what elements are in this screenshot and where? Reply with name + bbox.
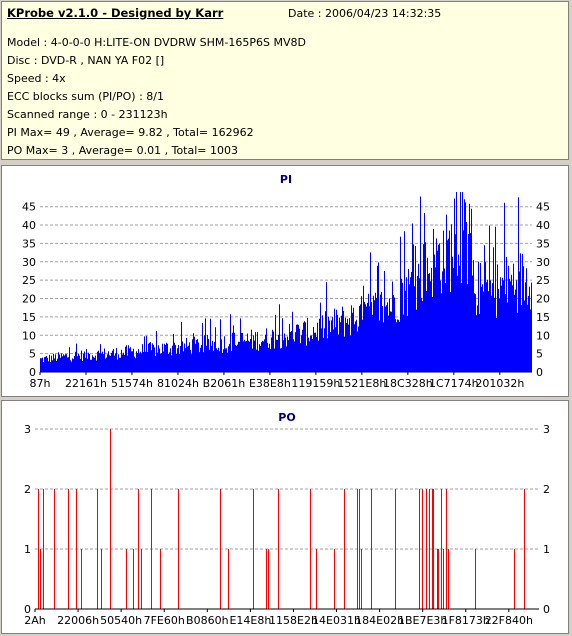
y-tick-left: 0 — [24, 603, 31, 616]
x-tick-label: 87h — [30, 377, 51, 390]
y-tick-left: 25 — [22, 274, 36, 287]
y-tick-right: 3 — [543, 423, 550, 436]
y-tick-left: 10 — [22, 329, 36, 342]
y-tick-left: 5 — [29, 348, 36, 361]
y-tick-right: 0 — [536, 366, 543, 379]
pi-stats-line: PI Max= 49 , Average= 9.82 , Total= 1629… — [7, 126, 254, 139]
pi-chart-panel: PI 0 0 5 5 10 10 15 15 20 20 25 25 30 30 35 35 40 40 45 45 87… — [1, 165, 569, 397]
y-tick-right: 0 — [543, 603, 550, 616]
y-tick-right: 25 — [536, 274, 550, 287]
y-tick-left: 15 — [22, 311, 36, 324]
x-tick-label: 201032h — [475, 377, 524, 390]
speed-line: Speed : 4x — [7, 72, 66, 85]
x-tick-label: 22161h — [65, 377, 107, 390]
x-tick-label: 81024h — [157, 377, 199, 390]
x-tick-label: 18C328h — [383, 377, 433, 390]
x-tick-label: 119159h — [291, 377, 340, 390]
y-tick-left: 30 — [22, 256, 36, 269]
po-chart-panel: PO 0 0 1 1 2 2 3 3 2Ah 22006h 50540h 7FE60h B0860h E14… — [1, 400, 569, 634]
y-tick-right: 1 — [543, 543, 550, 556]
x-tick-label: 7FE60h — [144, 614, 185, 627]
y-tick-right: 10 — [536, 329, 550, 342]
x-tick-label: 184E02h — [355, 614, 404, 627]
model-line: Model : 4-0-0-0 H:LITE-ON DVDRW SHM-165P… — [7, 36, 306, 49]
app-title: KProbe v2.1.0 - Designed by Karr — [7, 6, 224, 20]
x-tick-label: E38E8h — [249, 377, 291, 390]
scan-date: Date : 2006/04/23 14:32:35 — [288, 7, 442, 20]
pi-bars — [40, 192, 532, 372]
x-tick-label: E14E8h — [229, 614, 271, 627]
x-tick-label: 1F8173h — [442, 614, 490, 627]
po-chart: PO 0 0 1 1 2 2 3 3 2Ah 22006h 50540h 7FE60h B0860h E14… — [24, 411, 550, 627]
x-tick-label: 1BE7E3h — [398, 614, 447, 627]
plot-area — [35, 429, 539, 609]
y-tick-right: 40 — [536, 219, 550, 232]
y-tick-right: 35 — [536, 237, 550, 250]
range-line: Scanned range : 0 - 231123h — [7, 108, 168, 121]
po-stats-line: PO Max= 3 , Average= 0.01 , Total= 1003 — [7, 144, 238, 157]
y-tick-left: 35 — [22, 237, 36, 250]
y-tick-right: 2 — [543, 483, 550, 496]
x-tick-label: 2Ah — [24, 614, 46, 627]
y-tick-left: 2 — [24, 483, 31, 496]
y-tick-left: 3 — [24, 423, 31, 436]
po-bars — [38, 429, 525, 609]
y-tick-right: 15 — [536, 311, 550, 324]
x-tick-label: 22F840h — [485, 614, 533, 627]
disc-line: Disc : DVD-R , NAN YA F02 [] — [7, 54, 165, 67]
y-tick-left: 1 — [24, 543, 31, 556]
x-tick-label: 1521E8h — [337, 377, 386, 390]
x-tick-label: B2061h — [203, 377, 246, 390]
x-tick-label: B0860h — [186, 614, 229, 627]
y-tick-right: 5 — [536, 348, 543, 361]
pi-chart: PI 0 0 5 5 10 10 15 15 20 20 25 25 30 30 35 35 40 40 45 45 87… — [22, 173, 550, 390]
y-tick-right: 30 — [536, 256, 550, 269]
x-tick-label: 22006h — [57, 614, 99, 627]
y-tick-left: 0 — [29, 366, 36, 379]
ecc-line: ECC blocks sum (PI/PO) : 8/1 — [7, 90, 164, 103]
y-tick-right: 20 — [536, 293, 550, 306]
disc-info-panel: KProbe v2.1.0 - Designed by Karr Date : … — [1, 1, 569, 160]
y-tick-left: 40 — [22, 219, 36, 232]
chart-title: PI — [280, 173, 292, 186]
x-tick-label: 14E031h — [312, 614, 361, 627]
y-tick-left: 20 — [22, 293, 36, 306]
y-tick-left: 45 — [22, 201, 36, 214]
x-tick-label: 51574h — [111, 377, 153, 390]
y-tick-right: 45 — [536, 201, 550, 214]
x-tick-label: 1C7174h — [429, 377, 479, 390]
x-tick-label: 50540h — [100, 614, 142, 627]
chart-title: PO — [278, 411, 295, 424]
x-tick-label: 1158E2h — [269, 614, 318, 627]
